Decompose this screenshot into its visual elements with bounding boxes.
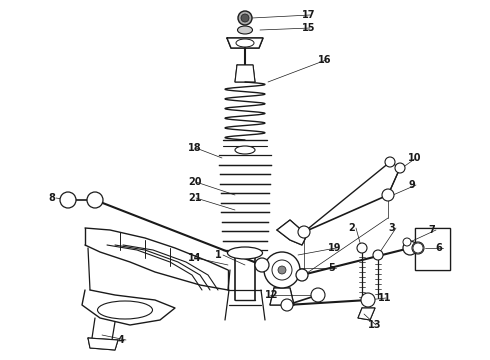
Circle shape bbox=[60, 192, 76, 208]
Circle shape bbox=[278, 266, 286, 274]
Circle shape bbox=[385, 157, 395, 167]
Text: 1: 1 bbox=[215, 250, 222, 260]
Ellipse shape bbox=[238, 26, 252, 34]
Circle shape bbox=[382, 189, 394, 201]
Circle shape bbox=[403, 238, 411, 246]
Text: 5: 5 bbox=[328, 263, 335, 273]
Polygon shape bbox=[227, 38, 263, 48]
Circle shape bbox=[255, 258, 269, 272]
Text: 14: 14 bbox=[188, 253, 201, 263]
Circle shape bbox=[361, 293, 375, 307]
Polygon shape bbox=[277, 220, 307, 245]
Ellipse shape bbox=[235, 146, 255, 154]
Circle shape bbox=[373, 250, 383, 260]
Circle shape bbox=[311, 288, 325, 302]
Text: 11: 11 bbox=[378, 293, 392, 303]
Circle shape bbox=[357, 243, 367, 253]
Polygon shape bbox=[358, 308, 375, 320]
Text: 12: 12 bbox=[265, 290, 278, 300]
Text: 17: 17 bbox=[302, 10, 316, 20]
Text: 4: 4 bbox=[118, 335, 125, 345]
Text: 3: 3 bbox=[388, 223, 395, 233]
Text: 21: 21 bbox=[188, 193, 201, 203]
Circle shape bbox=[281, 299, 293, 311]
Text: 15: 15 bbox=[302, 23, 316, 33]
Circle shape bbox=[395, 163, 405, 173]
Text: 7: 7 bbox=[428, 225, 435, 235]
Circle shape bbox=[241, 14, 249, 22]
Polygon shape bbox=[88, 338, 118, 350]
Circle shape bbox=[298, 226, 310, 238]
Text: 2: 2 bbox=[348, 223, 355, 233]
Circle shape bbox=[264, 252, 300, 288]
Polygon shape bbox=[415, 228, 450, 270]
Circle shape bbox=[238, 11, 252, 25]
Circle shape bbox=[87, 192, 103, 208]
Polygon shape bbox=[235, 65, 255, 82]
Text: 20: 20 bbox=[188, 177, 201, 187]
Text: 9: 9 bbox=[408, 180, 415, 190]
Text: 6: 6 bbox=[435, 243, 442, 253]
Text: 13: 13 bbox=[368, 320, 382, 330]
Text: 19: 19 bbox=[328, 243, 342, 253]
Circle shape bbox=[296, 269, 308, 281]
Text: 8: 8 bbox=[48, 193, 55, 203]
Text: 10: 10 bbox=[408, 153, 421, 163]
Polygon shape bbox=[270, 288, 294, 305]
Circle shape bbox=[403, 241, 417, 255]
Text: 16: 16 bbox=[318, 55, 332, 65]
Circle shape bbox=[412, 242, 424, 254]
Ellipse shape bbox=[227, 247, 263, 259]
Text: 18: 18 bbox=[188, 143, 201, 153]
